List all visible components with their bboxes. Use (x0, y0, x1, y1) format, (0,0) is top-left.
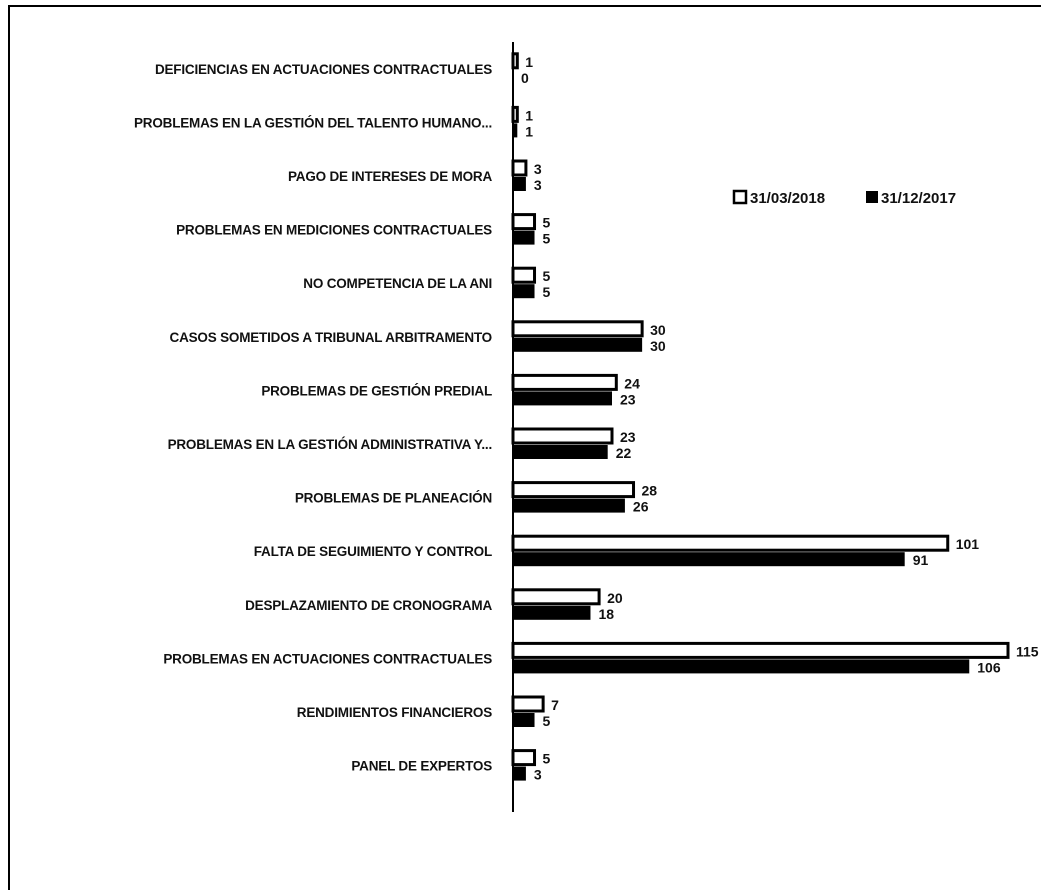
category-label: NO COMPETENCIA DE LA ANI (303, 276, 492, 291)
category-label: PROBLEMAS EN LA GESTIÓN ADMINISTRATIVA Y… (168, 437, 492, 452)
bar-2017 (513, 445, 608, 459)
bar-2018 (511, 749, 537, 767)
bar-2018 (511, 534, 950, 552)
value-label-2018: 5 (543, 751, 551, 767)
bar-2017 (513, 337, 643, 352)
value-label-2018: 3 (534, 161, 542, 177)
bar-2018 (511, 695, 545, 713)
category-label: PAGO DE INTERESES DE MORA (288, 169, 492, 184)
value-label-2017: 5 (543, 713, 551, 729)
value-labels: 1011335555303024232322282610191201811510… (521, 54, 1039, 783)
bar-2018 (511, 481, 636, 499)
chart-frame (8, 5, 1041, 890)
bar-2017 (513, 284, 535, 299)
value-label-2017: 3 (534, 767, 542, 783)
value-label-2017: 5 (543, 284, 551, 300)
value-label-2017: 30 (650, 338, 666, 354)
category-label: PROBLEMAS DE GESTIÓN PREDIAL (261, 383, 492, 398)
value-label-2018: 1 (525, 107, 533, 123)
value-label-2018: 30 (650, 322, 666, 338)
bar-2018 (511, 159, 528, 177)
value-label-2017: 0 (521, 70, 529, 86)
legend-marker-solid (866, 191, 878, 203)
value-label-2017: 22 (616, 445, 632, 461)
bar-2017 (513, 498, 625, 513)
bar-2017 (513, 391, 612, 406)
category-labels: DEFICIENCIAS EN ACTUACIONES CONTRACTUALE… (134, 62, 493, 774)
value-label-2018: 28 (642, 483, 658, 499)
legend-label-2018: 31/03/2018 (750, 190, 825, 207)
value-label-2017: 1 (525, 123, 533, 139)
bar-2018 (511, 373, 618, 391)
bar-2017 (513, 123, 518, 138)
bar-2017 (513, 177, 526, 191)
value-label-2017: 26 (633, 499, 649, 515)
bar-2018 (511, 427, 614, 445)
value-label-2018: 7 (551, 697, 559, 713)
category-label: PROBLEMAS DE PLANEACIÓN (295, 491, 492, 506)
category-label: FALTA DE SEGUIMIENTO Y CONTROL (254, 544, 492, 559)
bar-2017 (513, 552, 905, 567)
bar-2018 (511, 266, 537, 284)
bar-2017 (513, 766, 526, 781)
value-label-2018: 20 (607, 590, 623, 606)
value-label-2017: 106 (977, 659, 1001, 675)
value-label-2017: 5 (543, 231, 551, 247)
value-label-2018: 24 (624, 375, 640, 391)
value-label-2018: 23 (620, 429, 636, 445)
category-label: DESPLAZAMIENTO DE CRONOGRAMA (245, 598, 492, 613)
value-label-2017: 3 (534, 177, 542, 193)
bar-2017 (513, 230, 535, 245)
value-label-2018: 115 (1016, 643, 1039, 659)
category-label: PROBLEMAS EN ACTUACIONES CONTRACTUALES (163, 651, 492, 666)
category-label: RENDIMIENTOS FINANCIEROS (297, 705, 492, 720)
value-label-2017: 91 (913, 552, 929, 568)
bar-2017 (513, 659, 970, 674)
value-label-2017: 23 (620, 391, 636, 407)
bar-2018 (511, 213, 537, 231)
bar-2018 (511, 641, 1010, 659)
category-label: DEFICIENCIAS EN ACTUACIONES CONTRACTUALE… (155, 62, 492, 77)
legend-marker-outline (732, 189, 748, 205)
bar-2018 (511, 320, 644, 338)
category-label: PANEL DE EXPERTOS (351, 759, 492, 774)
value-label-2017: 18 (598, 606, 614, 622)
bar-2018 (511, 588, 601, 606)
category-label: CASOS SOMETIDOS A TRIBUNAL ARBITRAMENTO (170, 330, 492, 345)
bar-2017 (513, 713, 535, 727)
legend-label-2017: 31/12/2017 (881, 190, 956, 207)
legend: 31/03/2018 31/12/2017 (732, 189, 956, 207)
value-label-2018: 5 (543, 268, 551, 284)
category-label: PROBLEMAS EN MEDICIONES CONTRACTUALES (176, 223, 492, 238)
value-label-2018: 101 (956, 536, 980, 552)
value-label-2018: 5 (543, 215, 551, 231)
bar-2017 (513, 605, 591, 620)
bars-group (511, 52, 1010, 781)
category-label: PROBLEMAS EN LA GESTIÓN DEL TALENTO HUMA… (134, 115, 492, 130)
value-label-2018: 1 (525, 54, 533, 70)
